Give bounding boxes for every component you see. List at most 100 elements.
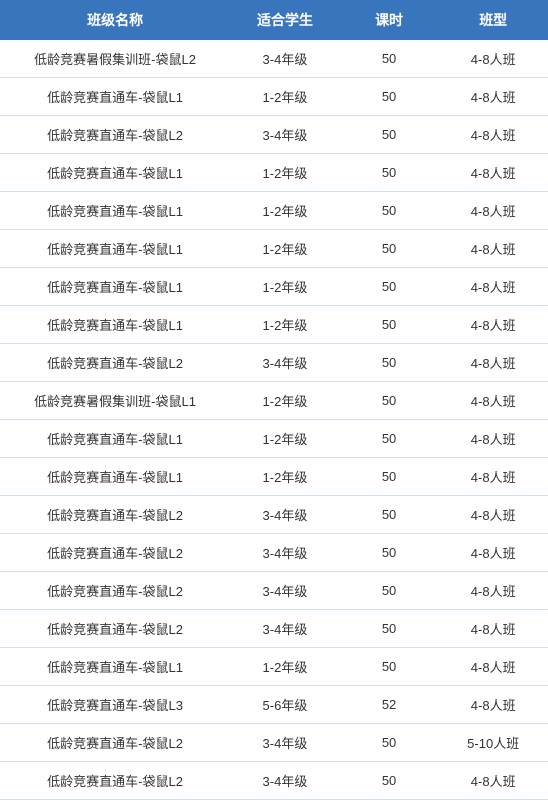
table-body: 低龄竞赛暑假集训班-袋鼠L23-4年级504-8人班低龄竞赛直通车-袋鼠L11-… bbox=[0, 40, 548, 800]
cell-hours: 50 bbox=[340, 78, 439, 116]
cell-hours: 50 bbox=[340, 648, 439, 686]
cell-hours: 50 bbox=[340, 458, 439, 496]
header-type: 班型 bbox=[438, 0, 548, 40]
cell-hours: 50 bbox=[340, 420, 439, 458]
cell-type: 4-8人班 bbox=[438, 40, 548, 78]
cell-type: 4-8人班 bbox=[438, 344, 548, 382]
cell-type: 4-8人班 bbox=[438, 230, 548, 268]
cell-type: 4-8人班 bbox=[438, 154, 548, 192]
table-row: 低龄竞赛直通车-袋鼠L11-2年级504-8人班 bbox=[0, 648, 548, 686]
table-row: 低龄竞赛暑假集训班-袋鼠L23-4年级504-8人班 bbox=[0, 40, 548, 78]
cell-name: 低龄竞赛直通车-袋鼠L1 bbox=[0, 420, 230, 458]
cell-students: 3-4年级 bbox=[230, 762, 340, 800]
cell-name: 低龄竞赛直通车-袋鼠L1 bbox=[0, 230, 230, 268]
cell-type: 4-8人班 bbox=[438, 268, 548, 306]
cell-type: 4-8人班 bbox=[438, 648, 548, 686]
table-row: 低龄竞赛直通车-袋鼠L11-2年级504-8人班 bbox=[0, 192, 548, 230]
cell-name: 低龄竞赛直通车-袋鼠L2 bbox=[0, 610, 230, 648]
cell-name: 低龄竞赛直通车-袋鼠L2 bbox=[0, 724, 230, 762]
cell-students: 3-4年级 bbox=[230, 344, 340, 382]
cell-type: 5-10人班 bbox=[438, 724, 548, 762]
cell-students: 1-2年级 bbox=[230, 306, 340, 344]
cell-students: 3-4年级 bbox=[230, 572, 340, 610]
cell-students: 3-4年级 bbox=[230, 40, 340, 78]
cell-hours: 50 bbox=[340, 762, 439, 800]
cell-name: 低龄竞赛直通车-袋鼠L1 bbox=[0, 78, 230, 116]
table-row: 低龄竞赛直通车-袋鼠L11-2年级504-8人班 bbox=[0, 458, 548, 496]
cell-students: 1-2年级 bbox=[230, 382, 340, 420]
cell-name: 低龄竞赛直通车-袋鼠L2 bbox=[0, 534, 230, 572]
cell-students: 1-2年级 bbox=[230, 230, 340, 268]
table-row: 低龄竞赛直通车-袋鼠L23-4年级504-8人班 bbox=[0, 116, 548, 154]
header-name: 班级名称 bbox=[0, 0, 230, 40]
cell-students: 3-4年级 bbox=[230, 116, 340, 154]
table-header-row: 班级名称 适合学生 课时 班型 bbox=[0, 0, 548, 40]
table-row: 低龄竞赛直通车-袋鼠L23-4年级505-10人班 bbox=[0, 724, 548, 762]
cell-hours: 50 bbox=[340, 382, 439, 420]
table-row: 低龄竞赛暑假集训班-袋鼠L11-2年级504-8人班 bbox=[0, 382, 548, 420]
cell-type: 4-8人班 bbox=[438, 192, 548, 230]
cell-name: 低龄竞赛直通车-袋鼠L2 bbox=[0, 496, 230, 534]
cell-hours: 50 bbox=[340, 496, 439, 534]
cell-type: 4-8人班 bbox=[438, 458, 548, 496]
cell-hours: 50 bbox=[340, 40, 439, 78]
cell-type: 4-8人班 bbox=[438, 306, 548, 344]
cell-name: 低龄竞赛直通车-袋鼠L2 bbox=[0, 762, 230, 800]
cell-type: 4-8人班 bbox=[438, 686, 548, 724]
cell-students: 1-2年级 bbox=[230, 192, 340, 230]
cell-hours: 50 bbox=[340, 572, 439, 610]
table-row: 低龄竞赛直通车-袋鼠L23-4年级504-8人班 bbox=[0, 762, 548, 800]
cell-name: 低龄竞赛暑假集训班-袋鼠L1 bbox=[0, 382, 230, 420]
cell-students: 3-4年级 bbox=[230, 724, 340, 762]
table-row: 低龄竞赛直通车-袋鼠L23-4年级504-8人班 bbox=[0, 610, 548, 648]
cell-name: 低龄竞赛直通车-袋鼠L2 bbox=[0, 344, 230, 382]
cell-type: 4-8人班 bbox=[438, 534, 548, 572]
cell-hours: 50 bbox=[340, 154, 439, 192]
cell-hours: 50 bbox=[340, 192, 439, 230]
table-row: 低龄竞赛直通车-袋鼠L11-2年级504-8人班 bbox=[0, 78, 548, 116]
cell-type: 4-8人班 bbox=[438, 420, 548, 458]
cell-name: 低龄竞赛直通车-袋鼠L3 bbox=[0, 686, 230, 724]
table-row: 低龄竞赛直通车-袋鼠L11-2年级504-8人班 bbox=[0, 268, 548, 306]
cell-students: 1-2年级 bbox=[230, 268, 340, 306]
cell-hours: 50 bbox=[340, 724, 439, 762]
cell-name: 低龄竞赛直通车-袋鼠L1 bbox=[0, 458, 230, 496]
table-row: 低龄竞赛直通车-袋鼠L35-6年级524-8人班 bbox=[0, 686, 548, 724]
cell-students: 1-2年级 bbox=[230, 78, 340, 116]
cell-students: 1-2年级 bbox=[230, 154, 340, 192]
table-row: 低龄竞赛直通车-袋鼠L11-2年级504-8人班 bbox=[0, 306, 548, 344]
cell-students: 3-4年级 bbox=[230, 496, 340, 534]
cell-name: 低龄竞赛直通车-袋鼠L1 bbox=[0, 306, 230, 344]
table-row: 低龄竞赛直通车-袋鼠L23-4年级504-8人班 bbox=[0, 496, 548, 534]
cell-students: 5-6年级 bbox=[230, 686, 340, 724]
table-row: 低龄竞赛直通车-袋鼠L23-4年级504-8人班 bbox=[0, 344, 548, 382]
cell-students: 3-4年级 bbox=[230, 610, 340, 648]
table-row: 低龄竞赛直通车-袋鼠L11-2年级504-8人班 bbox=[0, 420, 548, 458]
cell-hours: 50 bbox=[340, 610, 439, 648]
cell-hours: 50 bbox=[340, 344, 439, 382]
cell-hours: 50 bbox=[340, 268, 439, 306]
table-row: 低龄竞赛直通车-袋鼠L23-4年级504-8人班 bbox=[0, 534, 548, 572]
cell-name: 低龄竞赛直通车-袋鼠L2 bbox=[0, 116, 230, 154]
cell-students: 1-2年级 bbox=[230, 420, 340, 458]
table-row: 低龄竞赛直通车-袋鼠L11-2年级504-8人班 bbox=[0, 230, 548, 268]
cell-students: 1-2年级 bbox=[230, 458, 340, 496]
header-students: 适合学生 bbox=[230, 0, 340, 40]
cell-type: 4-8人班 bbox=[438, 116, 548, 154]
class-schedule-table: 班级名称 适合学生 课时 班型 低龄竞赛暑假集训班-袋鼠L23-4年级504-8… bbox=[0, 0, 548, 800]
cell-name: 低龄竞赛直通车-袋鼠L2 bbox=[0, 572, 230, 610]
cell-hours: 50 bbox=[340, 534, 439, 572]
cell-name: 低龄竞赛暑假集训班-袋鼠L2 bbox=[0, 40, 230, 78]
table-row: 低龄竞赛直通车-袋鼠L23-4年级504-8人班 bbox=[0, 572, 548, 610]
cell-type: 4-8人班 bbox=[438, 78, 548, 116]
cell-name: 低龄竞赛直通车-袋鼠L1 bbox=[0, 192, 230, 230]
cell-hours: 50 bbox=[340, 306, 439, 344]
cell-hours: 52 bbox=[340, 686, 439, 724]
cell-type: 4-8人班 bbox=[438, 572, 548, 610]
cell-name: 低龄竞赛直通车-袋鼠L1 bbox=[0, 648, 230, 686]
cell-name: 低龄竞赛直通车-袋鼠L1 bbox=[0, 268, 230, 306]
table-row: 低龄竞赛直通车-袋鼠L11-2年级504-8人班 bbox=[0, 154, 548, 192]
cell-type: 4-8人班 bbox=[438, 496, 548, 534]
cell-name: 低龄竞赛直通车-袋鼠L1 bbox=[0, 154, 230, 192]
cell-type: 4-8人班 bbox=[438, 610, 548, 648]
